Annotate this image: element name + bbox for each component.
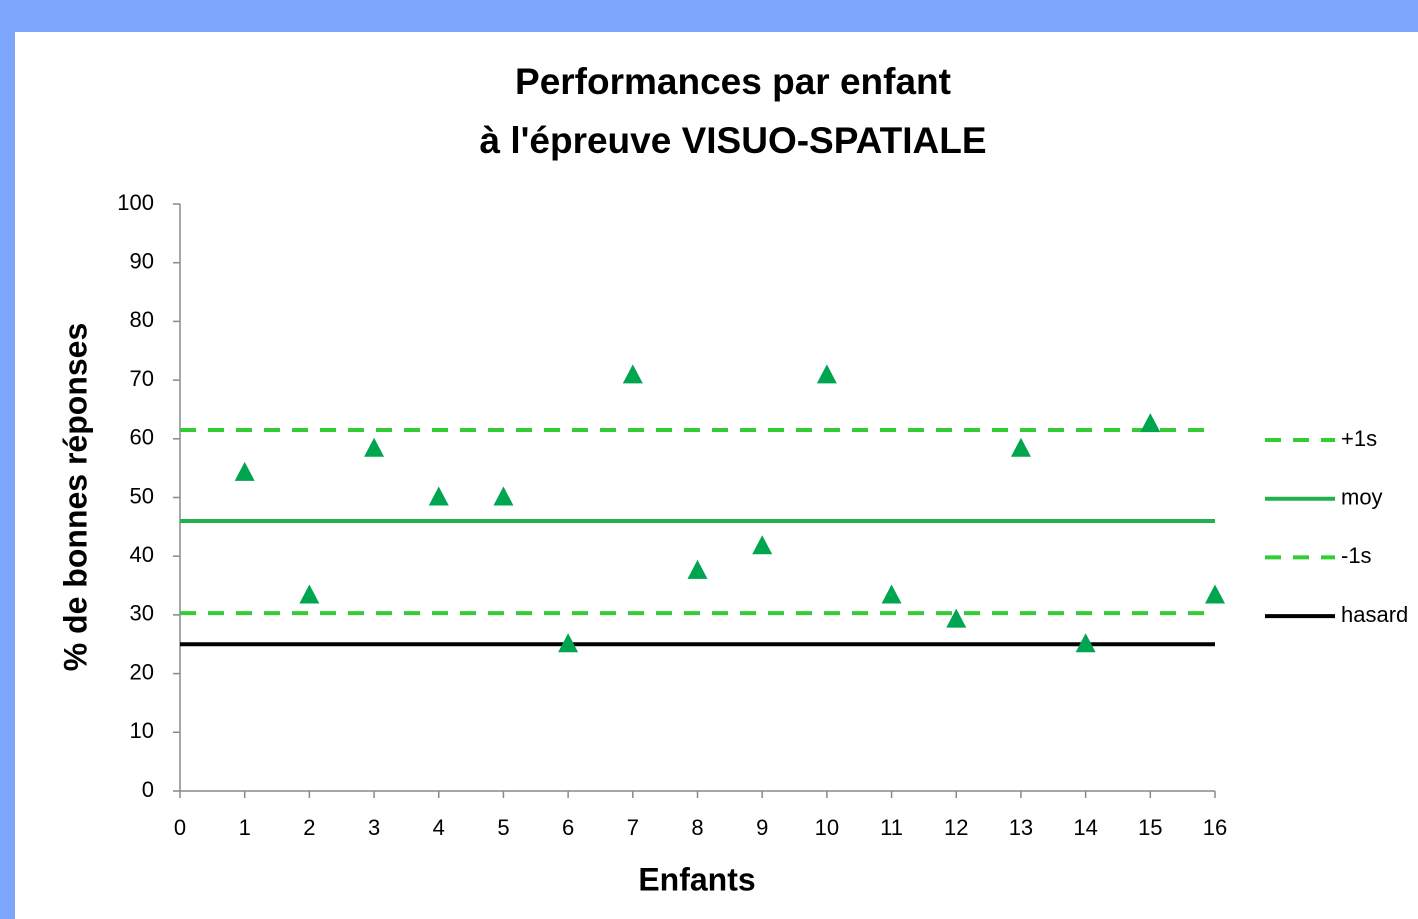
point: [687, 559, 708, 579]
x-axis-label: Enfants: [638, 861, 755, 897]
point: [1075, 633, 1096, 653]
point: [881, 584, 902, 604]
y-tick-label: 0: [142, 777, 154, 802]
x-tick-label: 15: [1138, 815, 1162, 840]
legend-label: hasard: [1341, 602, 1408, 627]
x-tick-label: 8: [691, 815, 703, 840]
y-tick-label: 40: [130, 542, 154, 567]
legend-label: +1s: [1341, 426, 1377, 451]
point: [752, 535, 773, 555]
legend-label: -1s: [1341, 543, 1372, 568]
x-tick-label: 5: [497, 815, 509, 840]
y-tick-label: 20: [130, 659, 154, 684]
point: [1010, 437, 1031, 457]
x-tick-label: 0: [174, 815, 186, 840]
x-tick-label: 4: [433, 815, 445, 840]
x-tick-label: 6: [562, 815, 574, 840]
y-tick-label: 30: [130, 601, 154, 626]
point: [558, 633, 579, 653]
point: [299, 584, 320, 604]
point: [622, 364, 643, 384]
x-tick-label: 13: [1009, 815, 1033, 840]
point: [946, 608, 967, 628]
y-axis-label: % de bonnes réponses: [57, 323, 93, 672]
point: [364, 437, 385, 457]
y-tick-label: 70: [130, 366, 154, 391]
y-tick-label: 90: [130, 249, 154, 274]
x-tick-label: 9: [756, 815, 768, 840]
point: [428, 486, 449, 506]
chart-title: à l'épreuve VISUO-SPATIALE: [479, 120, 986, 161]
y-tick-label: 80: [130, 307, 154, 332]
x-tick-label: 12: [944, 815, 968, 840]
panel: [15, 32, 1418, 919]
x-tick-label: 16: [1203, 815, 1227, 840]
point: [493, 486, 514, 506]
y-tick-label: 10: [130, 718, 154, 743]
point: [1140, 413, 1161, 433]
x-tick-label: 14: [1073, 815, 1097, 840]
y-tick-label: 50: [130, 483, 154, 508]
x-tick-label: 7: [627, 815, 639, 840]
point: [816, 364, 837, 384]
y-tick-label: 100: [117, 190, 154, 215]
legend-label: moy: [1341, 485, 1383, 510]
x-tick-label: 3: [368, 815, 380, 840]
x-tick-label: 2: [303, 815, 315, 840]
x-tick-label: 10: [815, 815, 839, 840]
x-tick-label: 1: [239, 815, 251, 840]
point: [1205, 584, 1225, 604]
point: [234, 461, 255, 481]
chart-title: Performances par enfant: [515, 61, 951, 102]
y-tick-label: 60: [130, 425, 154, 450]
x-tick-label: 11: [880, 815, 903, 840]
